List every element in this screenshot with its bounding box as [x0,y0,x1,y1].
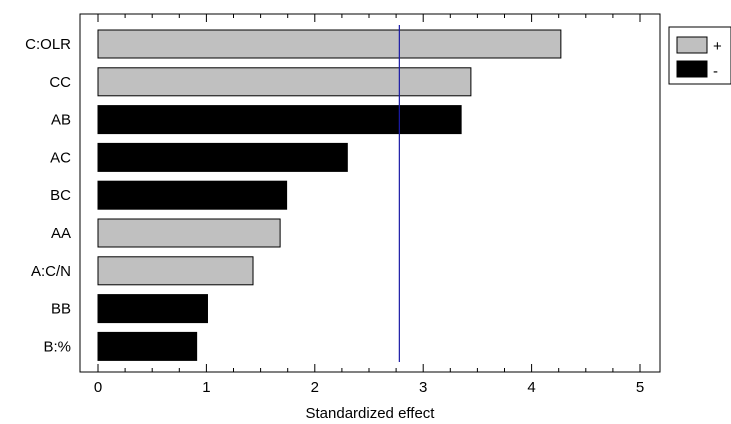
bar-c-olr [97,29,562,59]
category-label: A:C/N [31,263,71,280]
category-label: AB [51,112,71,129]
x-tick-label: 0 [94,379,102,396]
category-label: CC [49,74,71,91]
bar-a-c-n [97,256,254,286]
x-tick-label: 3 [419,379,427,396]
category-label: AA [51,225,71,242]
bar-b- [97,331,198,361]
category-label: BB [51,301,71,318]
legend-swatch-positive [676,36,708,54]
legend-label-positive: + [713,38,722,55]
bar-bb [97,294,208,324]
category-label: AC [50,149,71,166]
x-tick-label: 2 [311,379,319,396]
x-tick-label: 1 [202,379,210,396]
plot-frame [79,13,661,373]
category-labels: C:OLR CC AB AC BC AA A:C/N BB B:% [25,36,71,355]
legend-label-negative: - [713,63,718,80]
bar-ac [97,142,348,172]
category-label: B:% [43,338,71,355]
category-label: BC [50,187,71,204]
x-axis-title: Standardized effect [306,405,436,422]
x-axis-ticks: 0 1 2 3 4 5 [94,14,644,396]
category-label: C:OLR [25,36,71,53]
bar-aa [97,218,281,248]
legend: + - [668,26,731,85]
legend-swatch-negative [676,60,708,78]
x-tick-label: 5 [636,379,644,396]
bars-group [97,29,562,361]
bar-bc [97,180,288,210]
bar-cc [97,67,472,97]
x-tick-label: 4 [527,379,535,396]
bar-ab [97,105,462,135]
